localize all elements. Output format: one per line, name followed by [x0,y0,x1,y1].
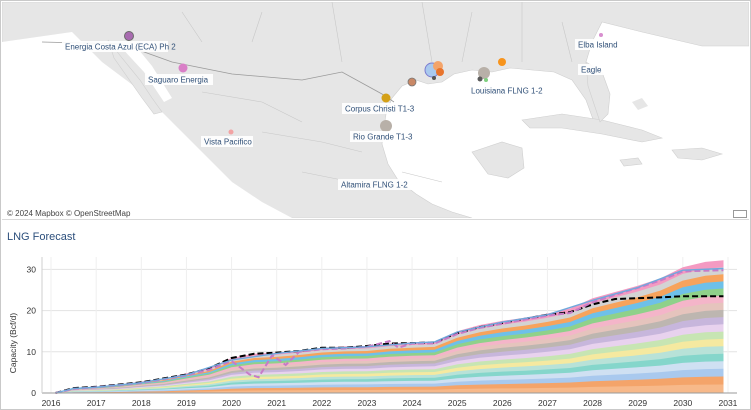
terminal-elba-island[interactable]: Elba Island [575,33,623,50]
chart-area-bands [55,260,724,393]
x-tick-label: 2020 [222,398,241,408]
x-tick-label: 2021 [267,398,286,408]
terminal-saguaro-energia[interactable]: Saguaro Energia [145,63,213,86]
area-band [55,384,724,393]
svg-text:Vista Pacifico: Vista Pacifico [204,138,252,147]
baja-peninsula [107,39,163,115]
x-tick-label: 2027 [538,398,557,408]
section-divider [2,219,749,220]
x-tick-label: 2025 [448,398,467,408]
yucatan [471,141,525,179]
chart-lines [55,267,724,394]
terminal-cluster-louisiana[interactable]: Louisiana FLNG 1-2 [424,58,558,96]
x-tick-label: 2022 [312,398,331,408]
x-tick-label: 2031 [719,398,738,408]
map-canvas[interactable]: Energia Costa Azul (ECA) Ph 2 Saguaro En… [2,2,749,218]
x-tick-label: 2019 [177,398,196,408]
series-line [55,267,724,394]
x-tick-label: 2030 [673,398,692,408]
svg-text:Elba Island: Elba Island [578,41,618,50]
section-title: LNG Forecast [7,231,76,243]
y-tick-label: 0 [31,388,36,398]
terminal-corpus-christi[interactable]: Corpus Christi T1-3 [342,77,417,114]
y-axis-label: Capacity (Bcf/d) [8,313,18,374]
series-line [55,269,724,394]
svg-text:Energia Costa Azul (ECA) Ph 2: Energia Costa Azul (ECA) Ph 2 [65,43,176,52]
ocean-pacific [2,32,292,218]
x-tick-label: 2023 [357,398,376,408]
hispaniola [671,147,724,161]
svg-text:Altamira FLNG 1-2: Altamira FLNG 1-2 [341,181,408,190]
cuba [521,113,664,143]
terminal-altamira-flng[interactable]: Altamira FLNG 1-2 [338,179,418,190]
bahamas [632,98,648,110]
map-scale-icon [733,210,747,218]
x-tick-label: 2016 [42,398,61,408]
x-tick-label: 2024 [403,398,422,408]
svg-text:Corpus Christi T1-3: Corpus Christi T1-3 [345,105,415,114]
svg-text:Saguaro Energia: Saguaro Energia [148,76,209,85]
x-tick-label: 2026 [493,398,512,408]
terminal-eagle[interactable]: Eagle [578,64,606,75]
y-tick-label: 10 [27,347,37,357]
map-attribution[interactable]: © 2024 Mapbox © OpenStreetMap [7,209,131,218]
gulf-of-california [120,44,172,102]
svg-text:Eagle: Eagle [581,66,602,75]
y-tick-label: 30 [27,264,37,274]
svg-text:Louisiana FLNG 1-2: Louisiana FLNG 1-2 [471,87,543,96]
svg-text:Rio Grande T1-3: Rio Grande T1-3 [353,133,413,142]
x-tick-label: 2017 [87,398,106,408]
terminal-energia-costa-azul[interactable]: Energia Costa Azul (ECA) Ph 2 [62,31,176,53]
terminal-map[interactable]: Energia Costa Azul (ECA) Ph 2 Saguaro En… [2,2,749,218]
x-tick-label: 2018 [132,398,151,408]
y-tick-label: 20 [27,306,37,316]
x-tick-label: 2029 [628,398,647,408]
florida [585,61,611,123]
jamaica [619,157,643,167]
terminal-vista-pacifico[interactable]: Vista Pacifico [201,129,253,148]
x-tick-label: 2028 [583,398,602,408]
terminal-rio-grande[interactable]: Rio Grande T1-3 [350,120,422,142]
